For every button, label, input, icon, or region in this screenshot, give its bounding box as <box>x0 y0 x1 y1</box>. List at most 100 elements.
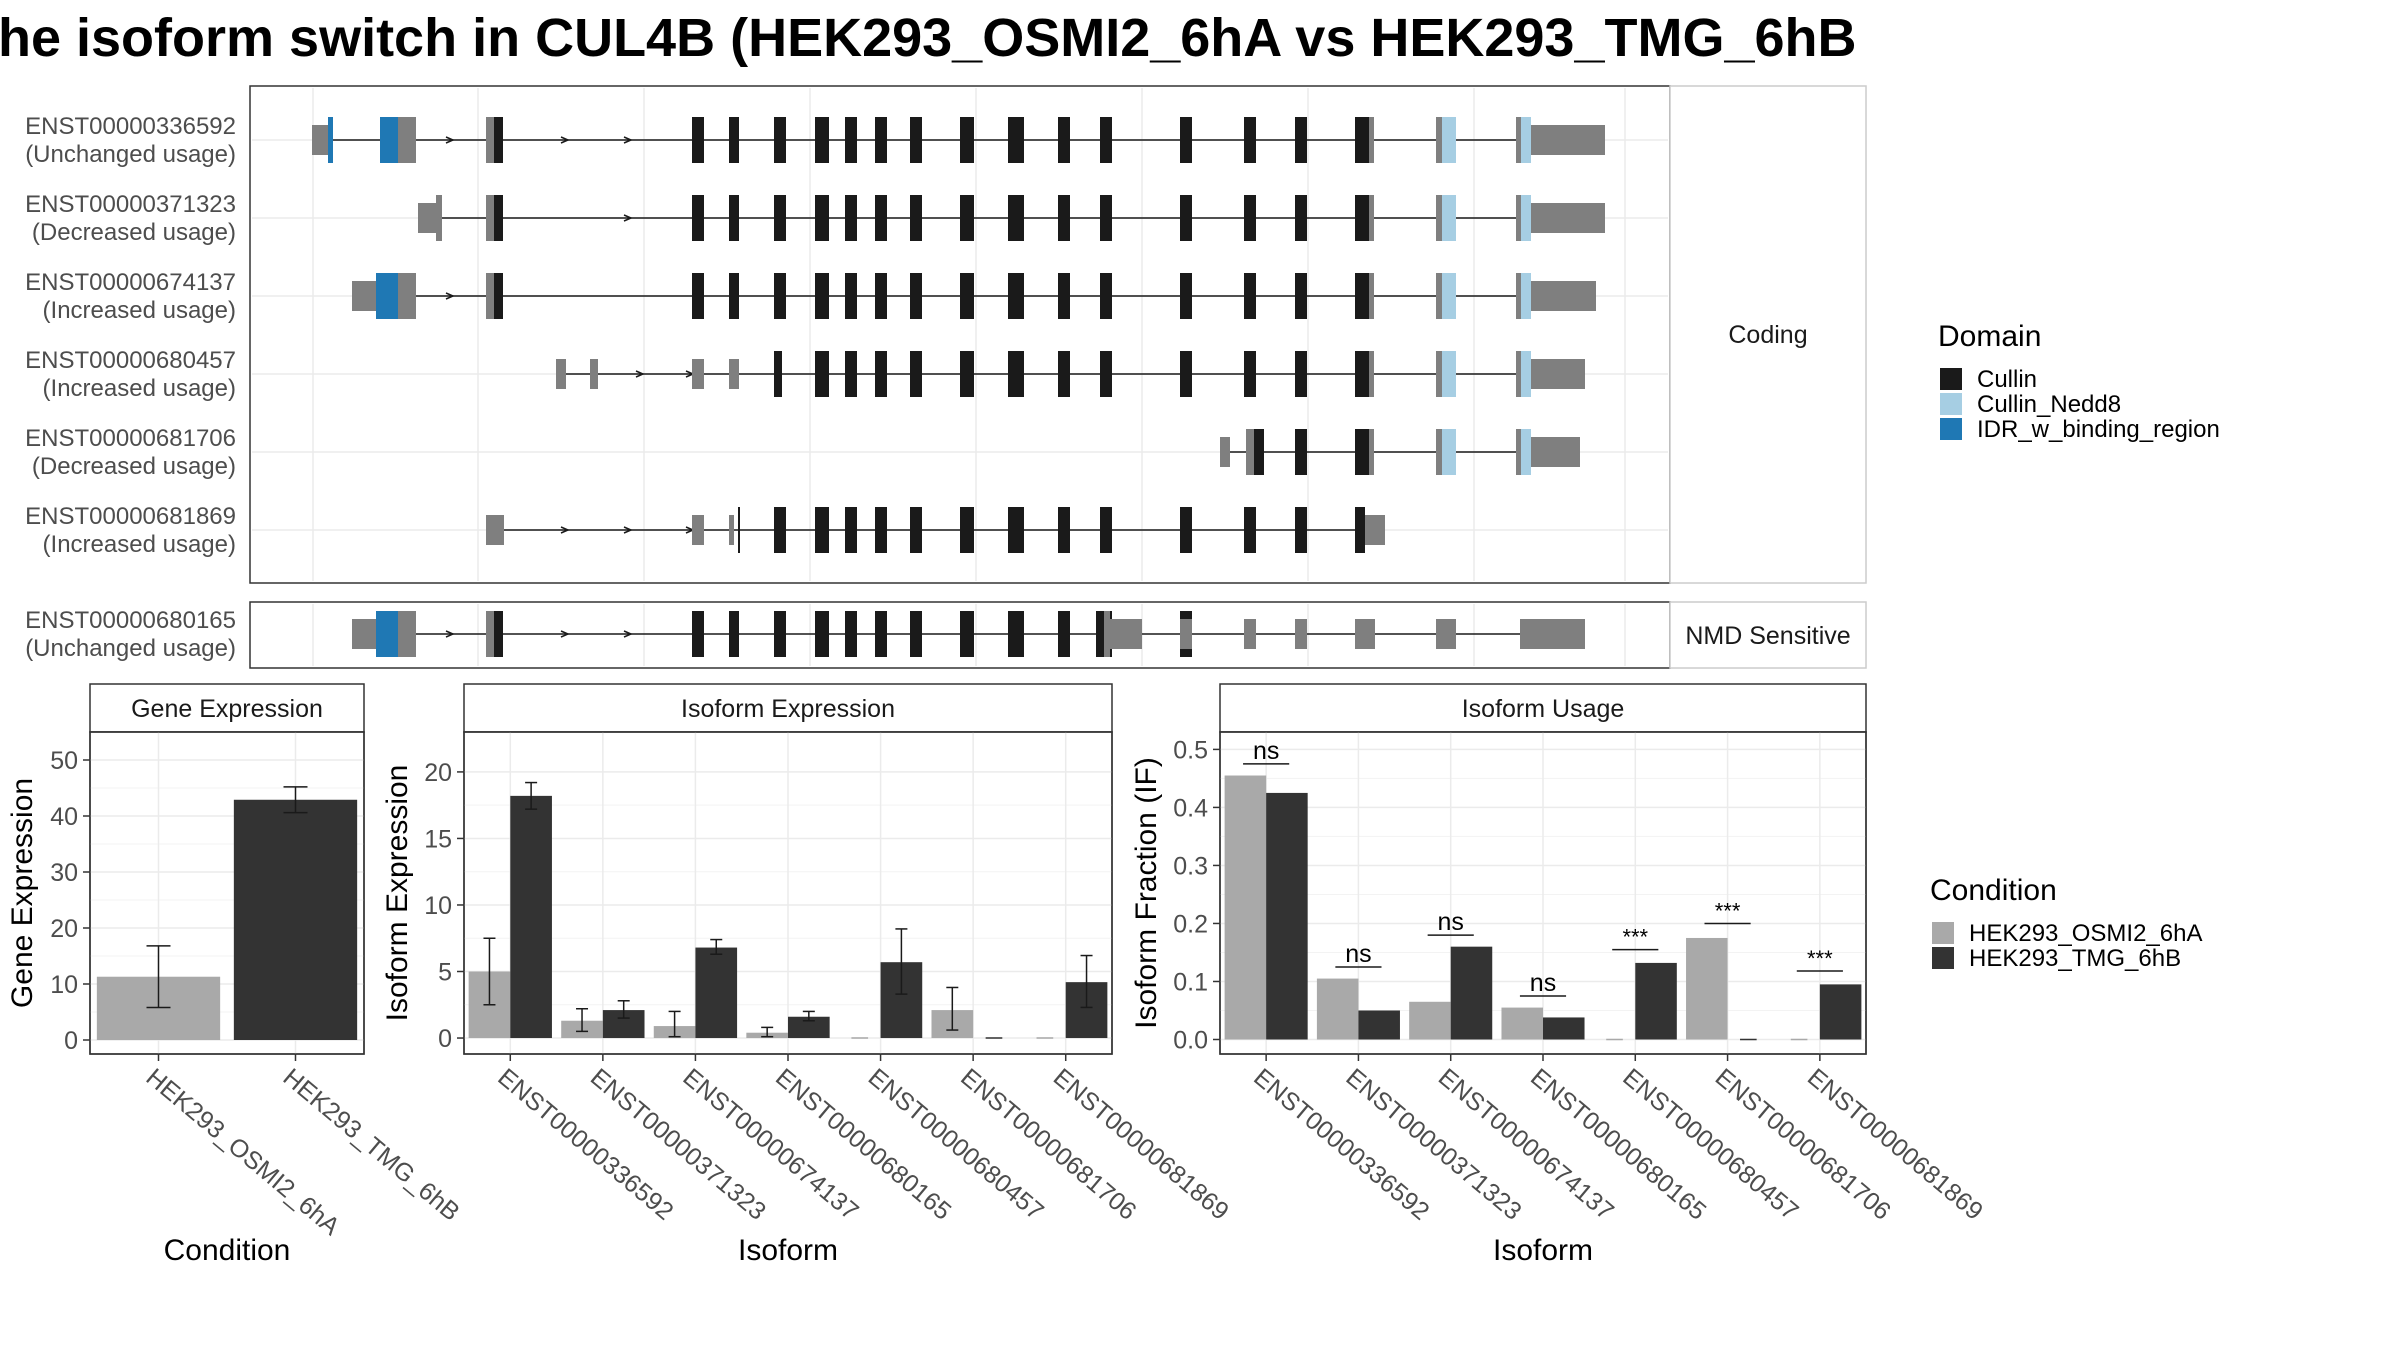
bar <box>1543 1017 1585 1040</box>
exon-block <box>910 507 922 553</box>
exon-block <box>494 195 503 241</box>
transcript-usage-label: (Decreased usage) <box>32 219 236 246</box>
exon-block <box>1531 281 1596 311</box>
exon-block <box>1058 273 1070 319</box>
exon-block <box>1244 507 1256 553</box>
bar <box>1316 978 1359 1040</box>
exon-block <box>729 195 739 241</box>
exon-block <box>1058 507 1070 553</box>
exon-block <box>845 117 857 163</box>
x-axis-title: Condition <box>164 1234 291 1267</box>
y-axis-title: Isoform Fraction (IF) <box>1130 757 1163 1029</box>
exon-block <box>845 273 857 319</box>
exon-block <box>486 195 494 241</box>
x-tick-label: ENST00000681869 <box>1048 1063 1234 1226</box>
exon-block <box>494 273 503 319</box>
exon-block <box>1244 351 1256 397</box>
y-tick-label: 15 <box>424 825 452 853</box>
exon-block <box>1180 273 1192 319</box>
exon-block <box>729 273 739 319</box>
exon-block <box>1436 195 1442 241</box>
y-tick-label: 20 <box>50 915 78 943</box>
condition-legend-key <box>1932 947 1954 969</box>
chart-title: Isoform Expression <box>681 695 895 723</box>
exon-block <box>486 273 494 319</box>
x-tick-label: ENST00000681869 <box>1802 1063 1988 1226</box>
chart-title-strip <box>463 683 1113 733</box>
exon-block <box>845 351 857 397</box>
exon-block <box>1442 273 1456 319</box>
transcript-id-label: ENST00000681706 <box>25 425 236 452</box>
exon-block <box>1295 195 1307 241</box>
exon-block <box>692 611 704 657</box>
x-tick-label: ENST00000680165 <box>1525 1063 1711 1226</box>
bar <box>695 947 738 1039</box>
exon-block <box>845 611 857 657</box>
domain-legend-key <box>1940 368 1962 390</box>
transcript-model-ENST00000681706 <box>1220 429 1580 475</box>
bar <box>1450 946 1493 1040</box>
exon-block <box>1442 117 1456 163</box>
exon-block <box>1058 117 1070 163</box>
exon-block <box>960 611 974 657</box>
exon-block <box>1008 195 1024 241</box>
bar <box>788 1016 830 1039</box>
exon-block <box>1355 117 1369 163</box>
condition-legend-key <box>1932 922 1954 944</box>
exon-block <box>1180 117 1192 163</box>
exon-block <box>1254 429 1264 475</box>
x-axis-title: Isoform <box>1493 1234 1593 1267</box>
exon-block <box>692 515 704 545</box>
x-axis-title: Isoform <box>738 1234 838 1267</box>
transcript-model-ENST00000680457 <box>556 351 1585 397</box>
exon-block <box>1369 429 1374 475</box>
domain-legend-key <box>1940 418 1962 440</box>
exon-block <box>910 611 922 657</box>
exon-block <box>774 273 786 319</box>
bar <box>510 795 552 1039</box>
strand-arrow <box>560 630 570 638</box>
exon-block <box>774 611 786 657</box>
exon-block <box>774 195 786 241</box>
x-tick-label: ENST00000336592 <box>1248 1063 1434 1226</box>
y-tick-label: 30 <box>50 859 78 887</box>
bar <box>1224 775 1267 1040</box>
transcript-usage-label: (Unchanged usage) <box>25 635 236 662</box>
transcript-id-label: ENST00000674137 <box>25 269 236 296</box>
exon-block <box>729 117 739 163</box>
exon-block <box>1058 611 1070 657</box>
exon-block <box>1295 507 1307 553</box>
transcript-usage-label: (Increased usage) <box>43 531 236 558</box>
strand-arrow <box>445 136 455 144</box>
exon-block <box>486 611 494 657</box>
exon-block <box>1220 437 1230 467</box>
transcript-id-label: ENST00000681869 <box>25 503 236 530</box>
exon-block <box>1058 351 1070 397</box>
x-tick-label: ENST00000336592 <box>492 1063 678 1226</box>
exon-block <box>352 619 376 649</box>
exon-block <box>1180 195 1192 241</box>
significance-label: *** <box>1807 946 1833 971</box>
transcript-id-label: ENST00000336592 <box>25 113 236 140</box>
exon-block <box>1436 429 1442 475</box>
y-axis-title: Gene Expression <box>6 778 39 1008</box>
exon-block <box>328 117 333 163</box>
condition-legend-title: Condition <box>1930 874 2057 907</box>
exon-block <box>352 281 376 311</box>
x-tick-label: ENST00000674137 <box>678 1063 864 1226</box>
exon-block <box>376 273 398 319</box>
exon-block <box>692 273 704 319</box>
y-tick-label: 0.0 <box>1173 1026 1208 1054</box>
exon-block <box>486 117 494 163</box>
y-tick-label: 10 <box>424 892 452 920</box>
exon-block <box>875 195 887 241</box>
strand-arrow <box>560 136 570 144</box>
exon-block <box>1244 195 1256 241</box>
exon-block <box>1531 125 1605 155</box>
exon-block <box>1355 619 1375 649</box>
exon-block <box>774 507 786 553</box>
exon-block <box>494 611 503 657</box>
bar <box>1819 984 1862 1040</box>
chart-title-strip <box>1219 683 1867 733</box>
